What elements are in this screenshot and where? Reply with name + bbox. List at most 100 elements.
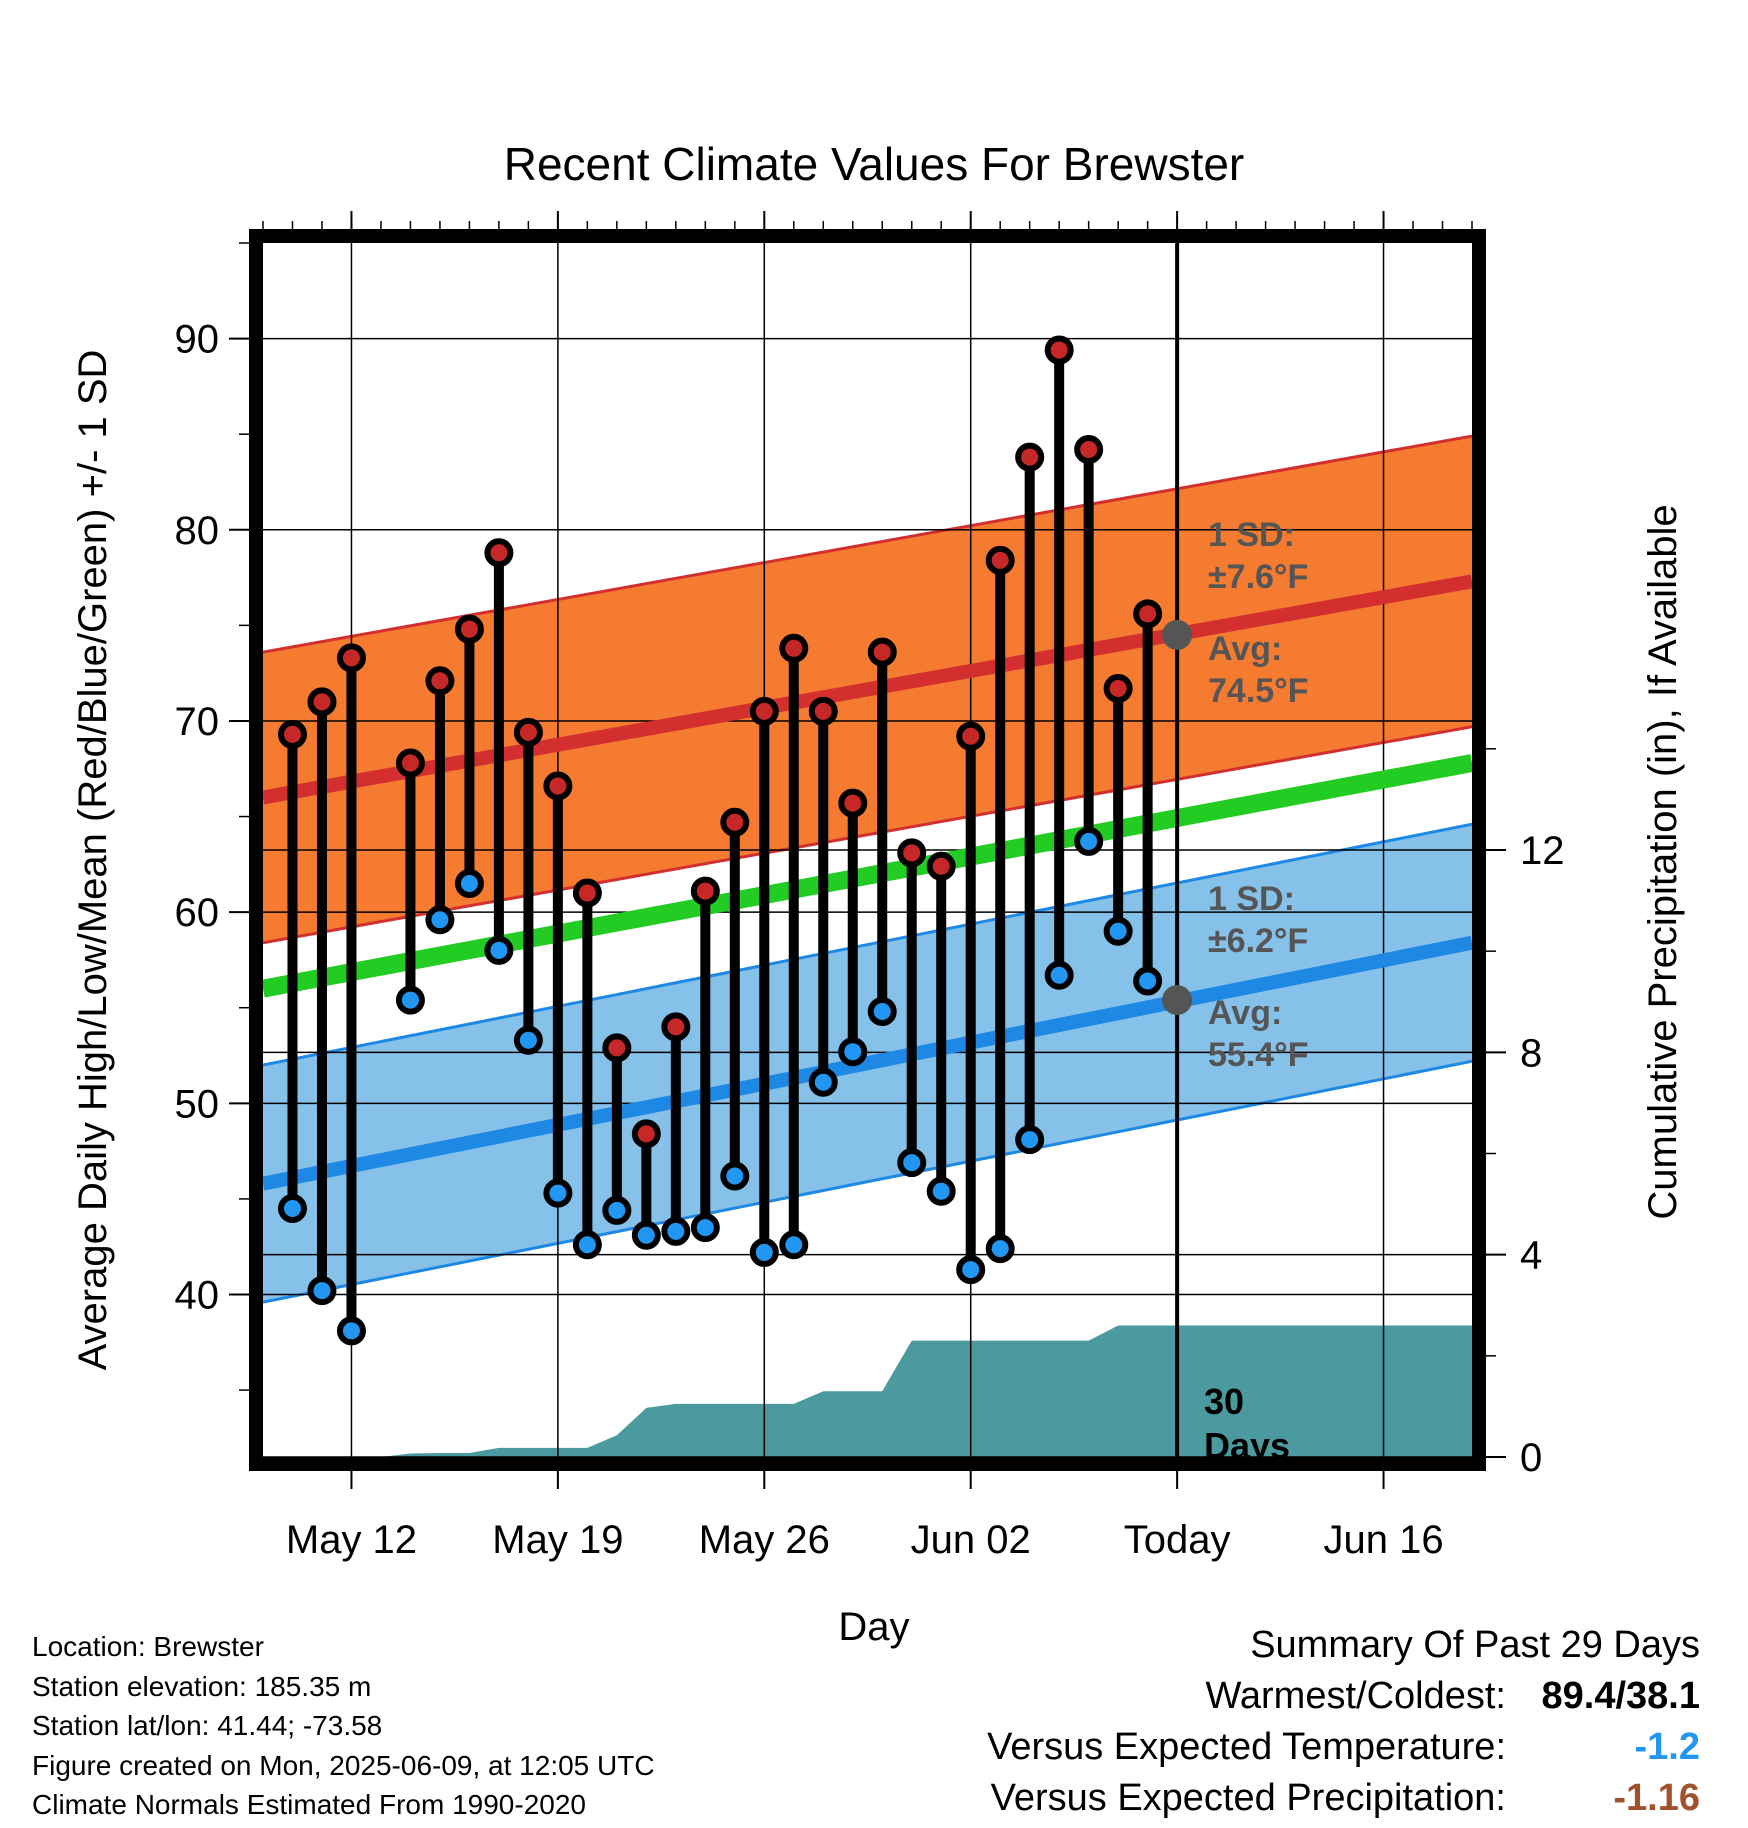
high-point xyxy=(838,788,868,818)
low-point xyxy=(1044,960,1074,990)
high-point xyxy=(572,878,602,908)
low-point xyxy=(661,1216,691,1246)
low-normal-line xyxy=(263,935,1472,1191)
x-axis-label: Day xyxy=(838,1605,909,1649)
low-point xyxy=(277,1193,307,1223)
chart-title: Recent Climate Values For Brewster xyxy=(504,138,1245,190)
high-point xyxy=(897,838,927,868)
plot-frame xyxy=(249,229,1486,1471)
station-info: Location: Brewster Station elevation: 18… xyxy=(32,1627,655,1825)
summary-title: Summary Of Past 29 Days xyxy=(1250,1624,1700,1666)
low-point xyxy=(572,1230,602,1260)
high-avg-label: Avg: xyxy=(1208,630,1282,668)
location-text: Location: Brewster xyxy=(32,1631,264,1662)
high-point xyxy=(956,721,986,751)
temp-value: -1.2 xyxy=(1634,1726,1700,1768)
low-point xyxy=(631,1220,661,1250)
y-tick-label: 70 xyxy=(175,700,220,744)
x-tick-label: Today xyxy=(1124,1518,1231,1562)
low-point xyxy=(543,1178,573,1208)
low-avg-value: 55.4°F xyxy=(1208,1036,1309,1074)
plot-area xyxy=(249,229,1486,1471)
high-point xyxy=(1074,434,1104,464)
low-point xyxy=(867,997,897,1027)
high-point xyxy=(720,807,750,837)
y2-tick-label: 8 xyxy=(1520,1031,1542,1075)
low-point xyxy=(690,1213,720,1243)
created-text: Figure created on Mon, 2025-06-09, at 12… xyxy=(32,1749,655,1781)
high-point xyxy=(1133,599,1163,629)
high-point xyxy=(808,696,838,726)
low-point xyxy=(425,905,455,935)
precip-row: Versus Expected Precipitation: -1.16 xyxy=(987,1773,1700,1824)
y-tick-label: 80 xyxy=(175,509,220,553)
today-high-avg-marker xyxy=(1162,619,1193,650)
high-point xyxy=(749,696,779,726)
high-point xyxy=(513,717,543,747)
high-point xyxy=(661,1012,691,1042)
precipitation-area xyxy=(263,1325,1472,1457)
mean-normal-line xyxy=(263,754,1472,998)
high-point xyxy=(454,614,484,644)
high-point xyxy=(1103,673,1133,703)
temp-label: Versus Expected Temperature: xyxy=(987,1726,1506,1768)
low-sd-label: 1 SD: xyxy=(1208,880,1295,918)
low-point xyxy=(484,935,514,965)
x-tick-label: Jun 02 xyxy=(911,1518,1031,1562)
summary-panel: Summary Of Past 29 Days Warmest/Coldest:… xyxy=(987,1620,1700,1824)
high-point xyxy=(395,748,425,778)
low-point xyxy=(749,1237,779,1267)
days-label: Days xyxy=(1204,1425,1290,1466)
temp-row: Versus Expected Temperature: -1.2 xyxy=(987,1722,1700,1773)
y-tick-label: 50 xyxy=(175,1082,220,1126)
precip-value: -1.16 xyxy=(1613,1777,1700,1819)
x-tick-label: May 19 xyxy=(492,1518,623,1562)
y-tick-label: 60 xyxy=(175,891,220,935)
low-point xyxy=(926,1176,956,1206)
high-point xyxy=(307,687,337,717)
elevation-text: Station elevation: 185.35 m xyxy=(32,1670,372,1702)
axis-ticks: May 12 May 19 May 26 Jun 02 Today Jun 16 40 50 6… xyxy=(175,211,1565,1562)
low-point xyxy=(307,1276,337,1306)
warm-cold-row: Warmest/Coldest: 89.4/38.1 xyxy=(987,1671,1700,1722)
high-point xyxy=(631,1119,661,1149)
low-point xyxy=(808,1067,838,1097)
high-point xyxy=(867,637,897,667)
low-point xyxy=(956,1255,986,1285)
precip-label: Versus Expected Precipitation: xyxy=(990,1777,1506,1819)
high-sd-label: 1 SD: xyxy=(1208,516,1295,554)
high-point xyxy=(926,851,956,881)
y-axis-label: Average Daily High/Low/Mean (Red/Blue/Gr… xyxy=(71,350,115,1371)
y-tick-label: 40 xyxy=(175,1273,220,1317)
high-point xyxy=(602,1033,632,1063)
latlon-text: Station lat/lon: 41.44; -73.58 xyxy=(32,1710,383,1741)
x-tick-label: May 12 xyxy=(286,1518,417,1562)
low-point xyxy=(602,1195,632,1225)
high-point xyxy=(690,876,720,906)
x-tick-label: Jun 16 xyxy=(1323,1518,1443,1562)
normals-text: Climate Normals Estimated From 1990-2020 xyxy=(32,1789,586,1820)
days-number: 30 xyxy=(1204,1381,1244,1422)
low-sd-band-lower-edge xyxy=(263,1059,1472,1304)
high-point xyxy=(1015,442,1045,472)
high-point xyxy=(543,771,573,801)
high-point xyxy=(425,666,455,696)
x-tick-label: May 26 xyxy=(699,1518,830,1562)
high-point xyxy=(277,719,307,749)
low-point xyxy=(985,1234,1015,1264)
y2-tick-label: 12 xyxy=(1520,829,1565,873)
high-point xyxy=(779,633,809,663)
y2-tick-label: 4 xyxy=(1520,1234,1542,1278)
low-point xyxy=(454,868,484,898)
low-point xyxy=(395,985,425,1015)
high-sd-band-lower-edge xyxy=(263,725,1472,945)
plot-content xyxy=(263,243,1472,1457)
high-avg-value: 74.5°F xyxy=(1208,672,1309,710)
high-point xyxy=(985,545,1015,575)
low-point xyxy=(720,1161,750,1191)
high-sd-value: ±7.6°F xyxy=(1208,558,1308,596)
y2-axis-label: Cumulative Precipitation (in), If Availa… xyxy=(1641,504,1685,1219)
low-point xyxy=(1015,1125,1045,1155)
low-point xyxy=(897,1148,927,1178)
